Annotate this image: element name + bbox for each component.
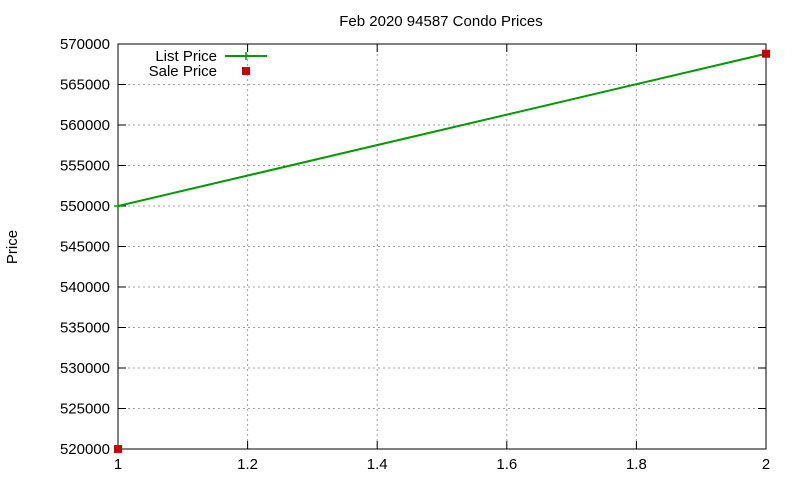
legend-label: Sale Price — [149, 63, 217, 80]
x-tick-label: 1.2 — [237, 456, 258, 473]
y-tick-label: 545000 — [60, 239, 110, 256]
x-tick-label: 1.6 — [496, 456, 517, 473]
series-layer — [114, 49, 770, 453]
y-tick-label: 520000 — [60, 441, 110, 458]
legend-point-swatch — [242, 67, 250, 75]
grid — [118, 44, 766, 449]
y-tick-label: 535000 — [60, 320, 110, 337]
x-tick-label: 1.4 — [367, 456, 388, 473]
legend-point-swatch — [242, 52, 250, 60]
x-tick-label: 1 — [114, 456, 122, 473]
x-ticks: 1 1.2 1.4 1.6 1.8 2 — [114, 44, 770, 473]
list-price-point — [114, 202, 122, 210]
y-tick-label: 570000 — [60, 36, 110, 53]
y-tick-label: 565000 — [60, 77, 110, 94]
x-tick-label: 1.8 — [626, 456, 647, 473]
y-tick-label: 555000 — [60, 158, 110, 175]
y-tick-label: 560000 — [60, 117, 110, 134]
chart-title: Feb 2020 94587 Condo Prices — [339, 13, 542, 30]
sale-price-point — [114, 445, 122, 453]
sale-price-point — [762, 49, 770, 58]
y-tick-label: 530000 — [60, 360, 110, 377]
y-tick-label: 540000 — [60, 279, 110, 296]
list-price-line — [117, 52, 767, 207]
y-ticks: 520000 525000 530000 535000 540000 545000 5500… — [60, 36, 766, 458]
y-axis-label: Price — [4, 230, 21, 264]
x-tick-label: 2 — [762, 456, 770, 473]
y-tick-label: 525000 — [60, 401, 110, 418]
legend-label: List Price — [155, 48, 217, 65]
y-tick-label: 550000 — [60, 198, 110, 215]
